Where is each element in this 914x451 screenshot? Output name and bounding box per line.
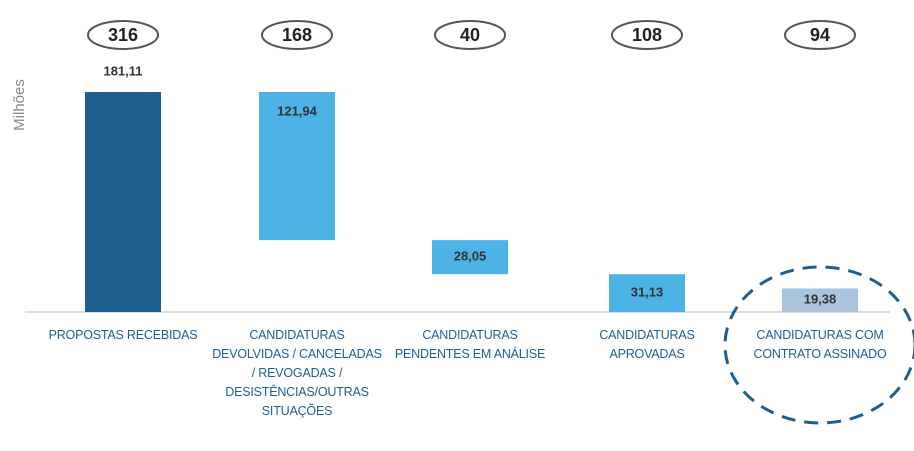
count-label: 40 (460, 25, 480, 45)
count-oval (261, 20, 333, 50)
bar (432, 240, 508, 275)
count-oval (87, 20, 159, 50)
count-oval (611, 20, 683, 50)
x-tick-label: CANDIDATURAS APROVADAS (599, 328, 695, 361)
count-label: 168 (282, 25, 312, 45)
count-oval (434, 20, 506, 50)
count-label: 316 (108, 25, 138, 45)
data-label: 181,11 (103, 63, 142, 78)
bar (782, 288, 858, 312)
data-label: 31,13 (631, 285, 664, 300)
data-label: 19,38 (804, 292, 837, 307)
data-label: 28,05 (454, 249, 487, 264)
x-tick-label: CANDIDATURAS DEVOLVIDAS / CANCELADAS / R… (212, 328, 382, 418)
x-tick-label: CANDIDATURAS PENDENTES EM ANÁLISE (394, 328, 546, 361)
count-label: 108 (632, 25, 662, 45)
bar (259, 92, 335, 241)
bar (609, 274, 685, 312)
bar (85, 92, 161, 312)
y-axis-label: Milhões (11, 79, 28, 131)
data-label: 121,94 (277, 103, 318, 118)
count-label: 94 (810, 25, 830, 45)
x-tick-label: CANDIDATURAS COM CONTRATO ASSINADO (753, 328, 887, 361)
x-tick-label: PROPOSTAS RECEBIDAS (48, 328, 198, 342)
count-oval (784, 20, 856, 50)
